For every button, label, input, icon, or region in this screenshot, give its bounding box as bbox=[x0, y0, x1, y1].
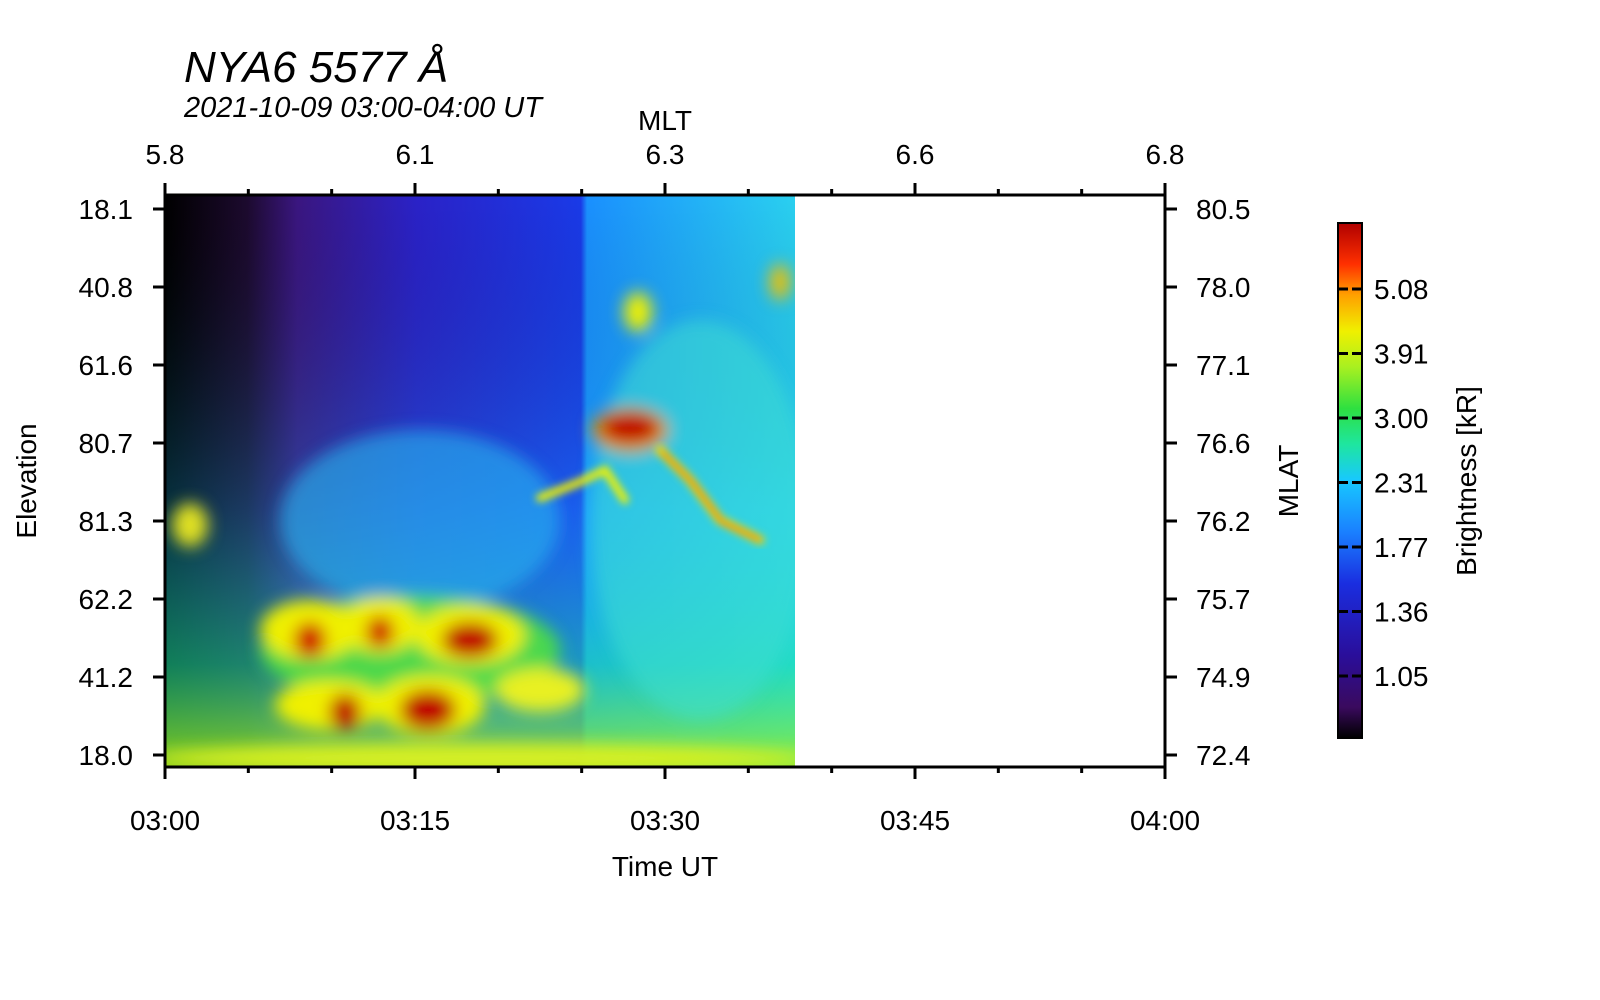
right-tick-label: 75.7 bbox=[1196, 584, 1251, 615]
y-axis-label-left: Elevation bbox=[11, 423, 42, 538]
right-axis-ticks: 80.5 78.0 77.1 76.6 76.2 75.7 74.9 72.4 bbox=[1165, 194, 1251, 771]
right-tick-label: 74.9 bbox=[1196, 662, 1251, 693]
x-tick-label: 03:15 bbox=[380, 805, 450, 836]
colorbar-tick-label: 2.31 bbox=[1374, 468, 1429, 499]
left-tick-label: 62.2 bbox=[79, 584, 134, 615]
chart-subtitle: 2021-10-09 03:00-04:00 UT bbox=[184, 92, 542, 124]
left-tick-label: 41.2 bbox=[79, 662, 134, 693]
right-tick-label: 77.1 bbox=[1196, 350, 1251, 381]
left-tick-label: 18.0 bbox=[79, 740, 134, 771]
left-tick-label: 61.6 bbox=[79, 350, 134, 381]
right-tick-label: 76.2 bbox=[1196, 506, 1251, 537]
x-tick-label: 03:30 bbox=[630, 805, 700, 836]
top-tick-label: 6.6 bbox=[896, 139, 935, 170]
left-tick-label: 40.8 bbox=[79, 272, 134, 303]
top-tick-label: 5.8 bbox=[146, 139, 185, 170]
colorbar-ticks: 5.08 3.91 3.00 2.31 1.77 1.36 1.05 bbox=[1338, 274, 1429, 692]
colorbar-tick-label: 3.00 bbox=[1374, 403, 1429, 434]
right-tick-label: 76.6 bbox=[1196, 428, 1251, 459]
top-tick-label: 6.8 bbox=[1146, 139, 1185, 170]
y-axis-label-right: MLAT bbox=[1273, 445, 1304, 518]
left-axis-ticks: 18.1 40.8 61.6 80.7 81.3 62.2 41.2 18.0 bbox=[79, 194, 165, 771]
colorbar-label: Brightness [kR] bbox=[1451, 386, 1482, 576]
x-tick-label: 03:45 bbox=[880, 805, 950, 836]
chart-title: NYA6 5577 Å bbox=[184, 43, 449, 92]
right-tick-label: 78.0 bbox=[1196, 272, 1251, 303]
top-tick-label: 6.1 bbox=[396, 139, 435, 170]
top-axis-label: MLT bbox=[638, 105, 692, 136]
right-tick-label: 72.4 bbox=[1196, 740, 1251, 771]
top-tick-label: 6.3 bbox=[646, 139, 685, 170]
colorbar-tick-label: 1.36 bbox=[1374, 597, 1429, 628]
colorbar-tick-label: 1.77 bbox=[1374, 532, 1429, 563]
top-axis-ticks: 5.8 6.1 6.3 6.6 6.8 bbox=[146, 139, 1185, 195]
left-tick-label: 81.3 bbox=[79, 506, 134, 537]
colorbar-tick-label: 5.08 bbox=[1374, 274, 1429, 305]
left-tick-label: 80.7 bbox=[79, 428, 134, 459]
x-tick-label: 04:00 bbox=[1130, 805, 1200, 836]
x-tick-label: 03:00 bbox=[130, 805, 200, 836]
right-tick-label: 80.5 bbox=[1196, 194, 1251, 225]
x-axis-ticks: 03:00 03:15 03:30 03:45 04:00 bbox=[130, 767, 1200, 836]
keogram-image bbox=[165, 195, 795, 767]
x-axis-label: Time UT bbox=[612, 851, 718, 882]
left-tick-label: 18.1 bbox=[79, 194, 134, 225]
colorbar bbox=[1337, 222, 1363, 739]
colorbar-tick-label: 3.91 bbox=[1374, 339, 1429, 370]
colorbar-tick-label: 1.05 bbox=[1374, 661, 1429, 692]
